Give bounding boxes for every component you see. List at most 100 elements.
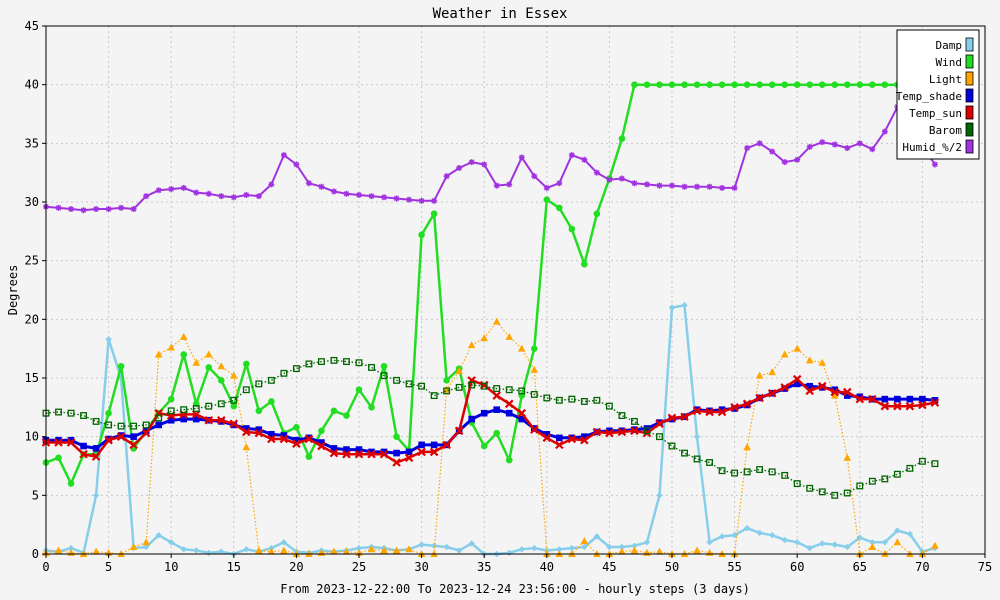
data-point: [542, 433, 552, 443]
data-point: [931, 541, 939, 549]
data-point: [393, 449, 400, 457]
data-point: [794, 539, 801, 546]
data-point: [593, 396, 601, 404]
data-point: [630, 426, 639, 436]
data-point: [117, 422, 125, 430]
data-point: [819, 139, 826, 146]
data-point: [229, 419, 239, 429]
data-point: [355, 359, 363, 367]
data-point: [568, 544, 576, 552]
data-point: [180, 546, 187, 553]
data-point: [191, 410, 201, 419]
data-point: [218, 548, 225, 555]
data-point: [430, 392, 438, 400]
data-point: [881, 81, 889, 88]
data-point: [844, 543, 851, 551]
legend-swatch: [965, 54, 974, 69]
data-point: [355, 446, 363, 453]
data-point: [530, 390, 538, 398]
data-point: [869, 146, 876, 153]
data-point: [255, 546, 263, 554]
data-point: [731, 184, 738, 191]
series-damp: [42, 302, 939, 558]
x-tick-label: 5: [105, 560, 112, 574]
data-point: [681, 81, 688, 88]
data-point: [355, 386, 363, 394]
data-point: [317, 358, 325, 366]
legend-swatch: [965, 71, 974, 86]
data-point: [618, 412, 626, 419]
data-point: [430, 441, 438, 449]
data-point: [217, 362, 226, 370]
data-point: [630, 417, 638, 425]
data-point: [243, 191, 250, 198]
x-tick-label: 20: [289, 560, 303, 574]
data-point: [343, 446, 350, 453]
data-point: [317, 441, 326, 451]
data-point: [455, 366, 463, 374]
data-point: [192, 358, 201, 366]
data-point: [130, 433, 137, 440]
data-point: [781, 159, 788, 166]
data-point: [255, 426, 263, 433]
data-point: [54, 438, 63, 447]
data-point: [406, 196, 413, 203]
data-point: [243, 360, 250, 368]
data-point: [618, 175, 625, 182]
data-point: [255, 380, 263, 388]
data-point: [242, 443, 251, 451]
data-point: [530, 345, 538, 352]
legend-swatch: [965, 139, 974, 154]
data-point: [643, 81, 651, 88]
data-point: [517, 344, 526, 352]
data-point: [104, 435, 113, 445]
data-point: [705, 407, 714, 417]
data-point: [931, 460, 939, 468]
data-point: [80, 442, 87, 450]
data-point: [818, 81, 826, 88]
data-point: [442, 440, 451, 450]
y-tick-label: 45: [25, 19, 39, 33]
data-point: [505, 409, 513, 417]
data-point: [918, 400, 927, 410]
data-point: [480, 409, 488, 417]
data-point: [142, 538, 150, 546]
data-point: [455, 383, 463, 391]
data-point: [656, 81, 663, 88]
data-point: [606, 427, 613, 435]
data-point: [793, 81, 801, 88]
data-point: [330, 445, 338, 452]
data-point: [67, 480, 75, 487]
data-point: [55, 204, 62, 211]
y-tick-label: 5: [32, 488, 39, 502]
chart-title: Weather in Essex: [433, 6, 568, 22]
y-tick-label: 25: [25, 254, 39, 268]
legend-label: Damp: [936, 39, 963, 52]
data-point: [66, 438, 76, 447]
data-point: [693, 455, 701, 463]
data-point: [367, 545, 376, 553]
data-point: [155, 187, 162, 194]
data-point: [280, 152, 287, 159]
data-point: [467, 341, 476, 349]
data-point: [780, 383, 789, 392]
data-point: [518, 415, 526, 423]
data-point: [893, 538, 902, 546]
data-point: [405, 380, 413, 388]
data-point: [668, 81, 676, 88]
series-line-damp: [45, 304, 936, 556]
data-point: [505, 456, 513, 464]
legend-label: Wind: [936, 56, 963, 69]
data-point: [355, 544, 363, 552]
data-point: [280, 546, 288, 554]
data-point: [881, 395, 889, 403]
data-point: [906, 530, 914, 538]
data-point: [856, 534, 863, 541]
data-point: [831, 386, 839, 394]
data-point: [80, 207, 87, 214]
axes: 0 5 10 15 20 25 30 35 40 45 50 55 60 65 70 75 0 5 10 15 20 25…: [25, 19, 993, 574]
data-point: [669, 182, 675, 189]
data-point: [818, 488, 826, 496]
data-point: [643, 539, 651, 546]
data-point: [681, 183, 688, 190]
